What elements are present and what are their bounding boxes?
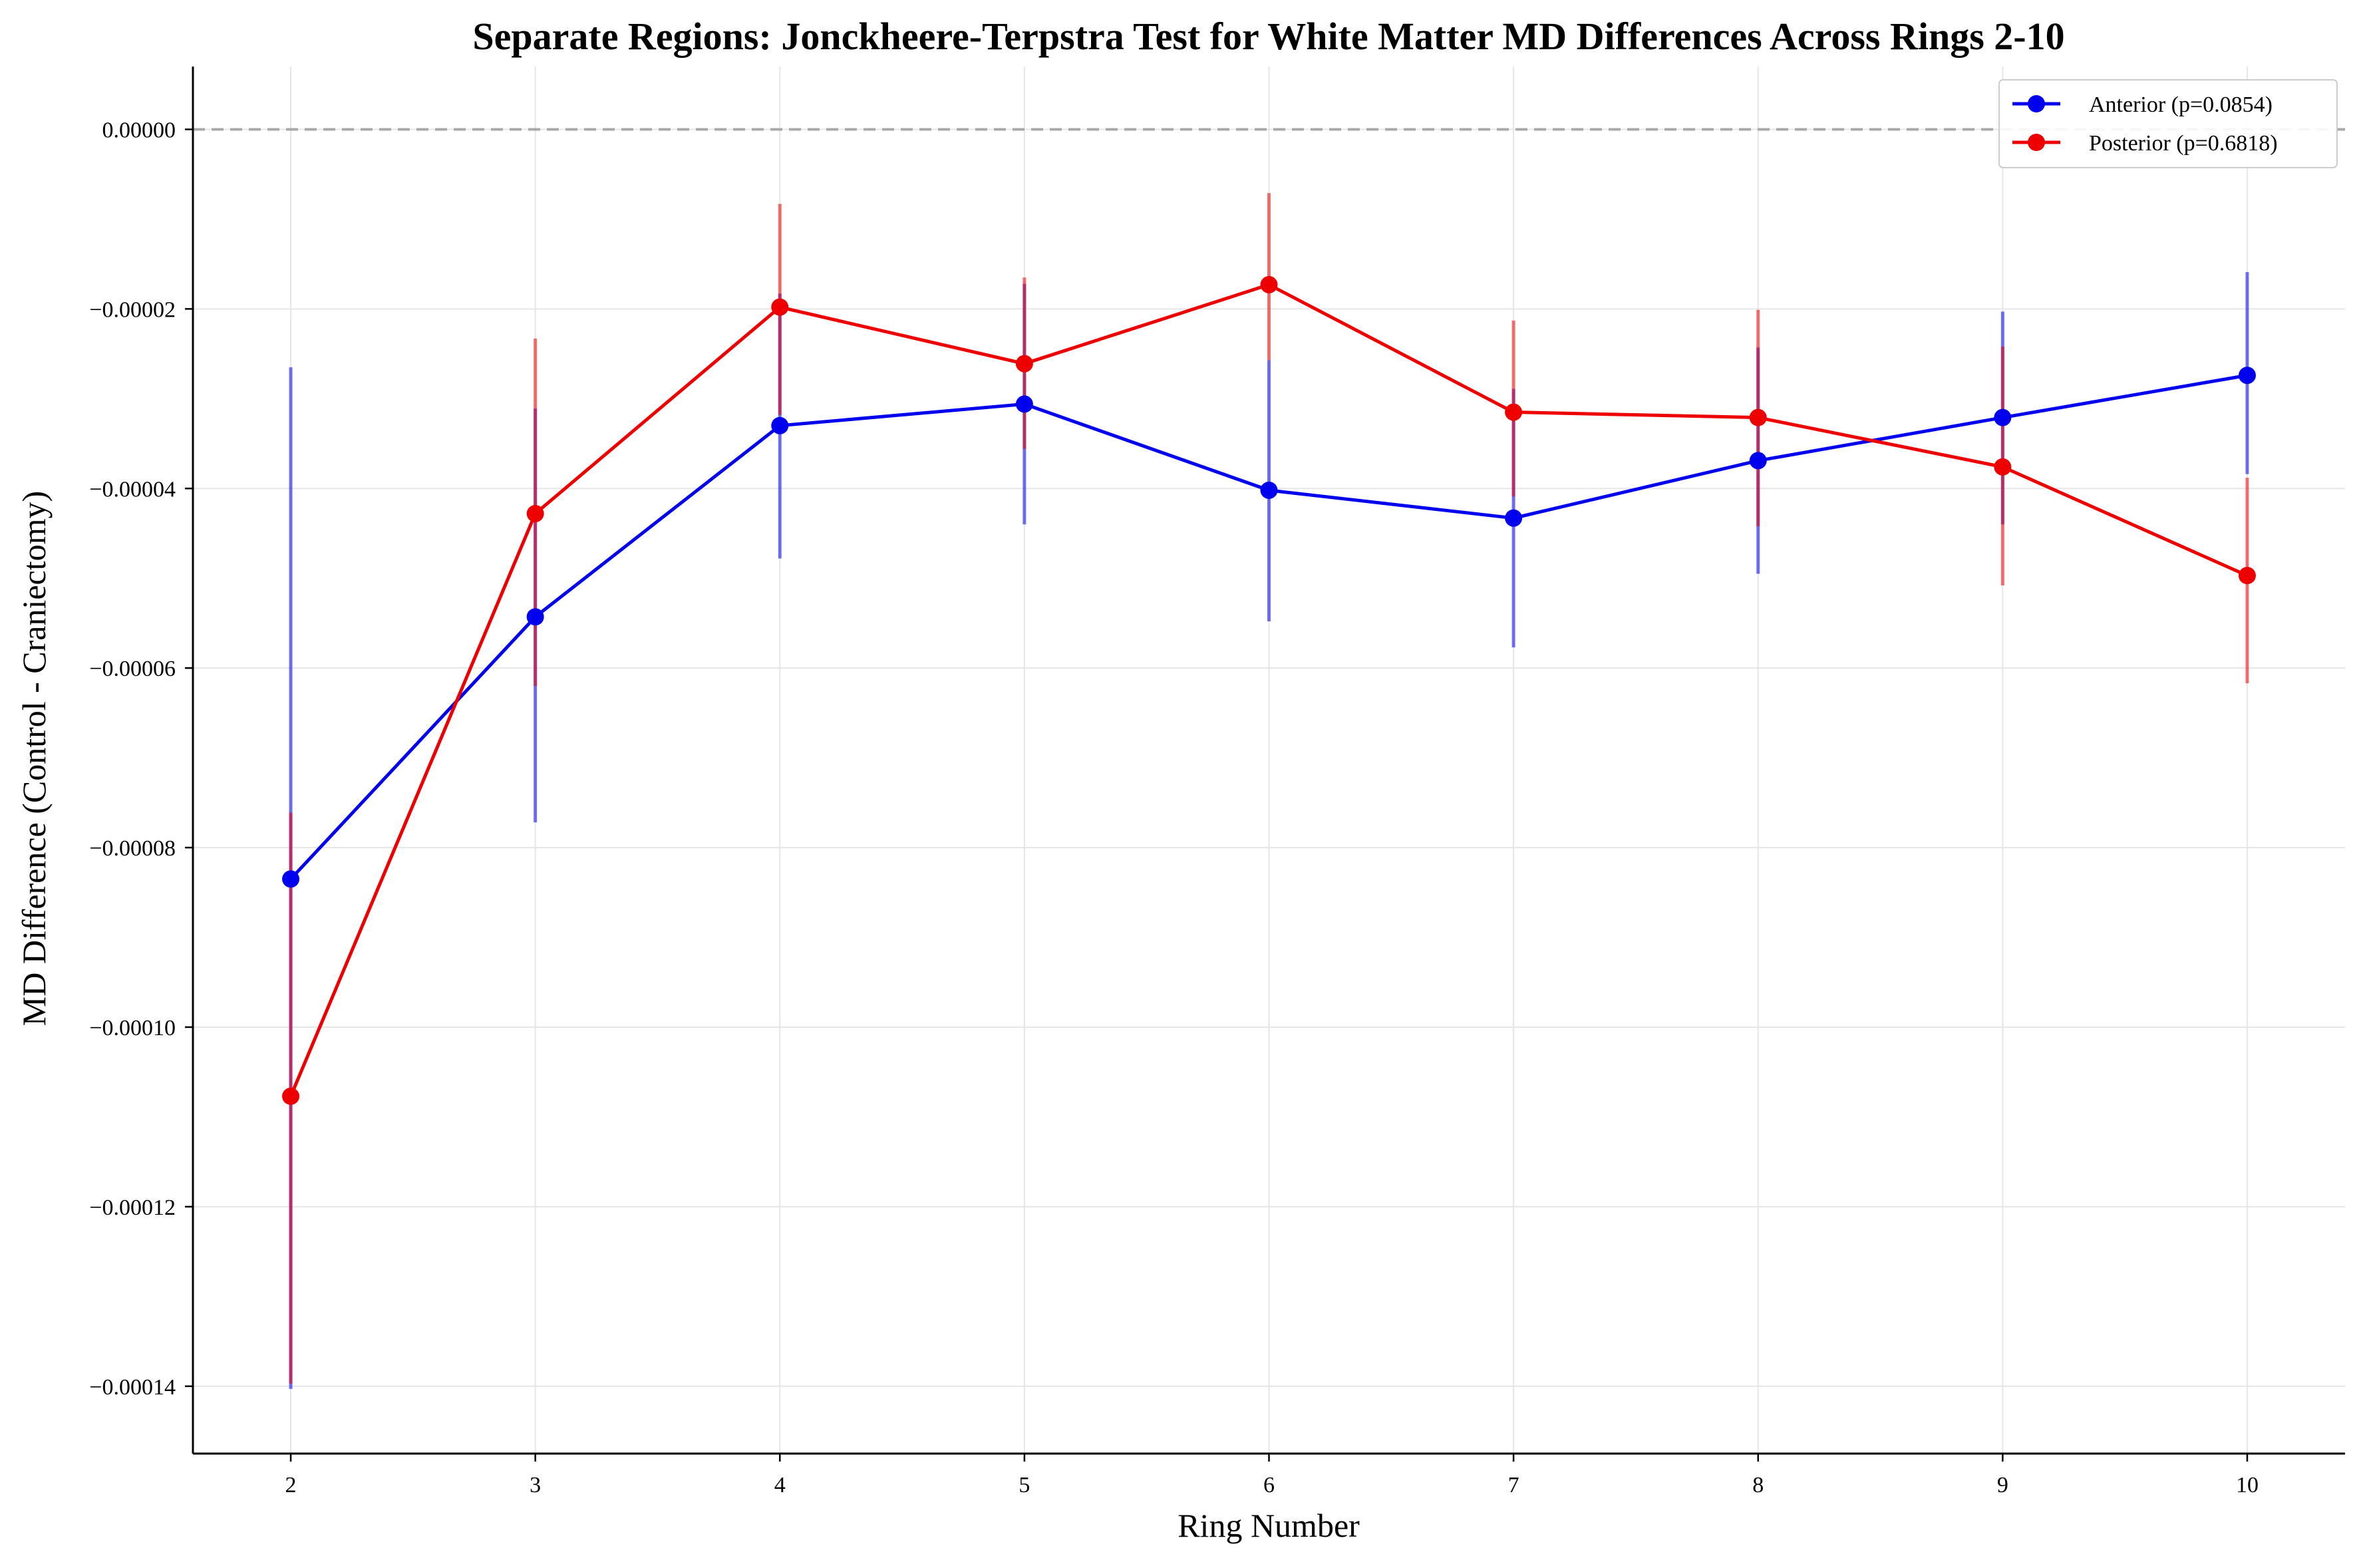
data-point-posterior bbox=[282, 1087, 300, 1105]
data-point-anterior bbox=[1015, 395, 1033, 413]
data-point-anterior bbox=[771, 416, 789, 434]
data-point-layer bbox=[282, 275, 2256, 1105]
data-point-posterior bbox=[2238, 567, 2256, 585]
data-point-anterior bbox=[1505, 509, 1523, 527]
data-point-posterior bbox=[771, 298, 789, 316]
chart-title: Separate Regions: Jonckheere-Terpstra Te… bbox=[472, 15, 2064, 58]
legend-label-posterior: Posterior (p=0.6818) bbox=[2089, 131, 2278, 156]
x-tick-label: 4 bbox=[774, 1473, 786, 1497]
tick-layer: 0.00000 −0.00002 −0.00004 −0.00006 −0.00008 −… bbox=[89, 118, 2259, 1497]
x-tick-label: 5 bbox=[1019, 1473, 1030, 1497]
x-tick-label: 9 bbox=[1997, 1473, 2008, 1497]
y-tick-label: −0.00008 bbox=[89, 836, 176, 861]
x-tick-label: 2 bbox=[285, 1473, 297, 1497]
legend: Anterior (p=0.0854) Posterior (p=0.6818) bbox=[1998, 79, 2338, 168]
legend-box bbox=[1998, 79, 2338, 168]
y-tick-label: −0.00004 bbox=[89, 477, 176, 502]
x-tick-label: 10 bbox=[2236, 1473, 2259, 1497]
data-point-posterior bbox=[1749, 408, 1767, 426]
legend-marker-posterior bbox=[2028, 134, 2045, 151]
y-tick-label: −0.00010 bbox=[89, 1016, 176, 1040]
data-point-posterior bbox=[1015, 355, 1033, 373]
legend-label-anterior: Anterior (p=0.0854) bbox=[2089, 92, 2273, 117]
x-tick-label: 6 bbox=[1263, 1473, 1275, 1497]
data-point-posterior bbox=[1505, 403, 1523, 421]
data-point-posterior bbox=[1994, 458, 2012, 476]
data-point-anterior bbox=[1749, 452, 1767, 470]
y-axis-label: MD Difference (Control - Craniectomy) bbox=[15, 491, 53, 1026]
legend-marker-anterior bbox=[2028, 95, 2045, 112]
data-point-posterior bbox=[526, 505, 544, 523]
data-point-anterior bbox=[282, 870, 300, 888]
y-tick-label: 0.00000 bbox=[102, 118, 176, 142]
x-tick-label: 3 bbox=[530, 1473, 541, 1497]
data-point-anterior bbox=[2238, 367, 2256, 385]
y-tick-label: −0.00012 bbox=[89, 1195, 176, 1220]
data-point-anterior bbox=[1994, 408, 2012, 426]
x-axis-label: Ring Number bbox=[1178, 1507, 1360, 1544]
x-tick-label: 8 bbox=[1752, 1473, 1764, 1497]
x-tick-label: 7 bbox=[1508, 1473, 1519, 1497]
y-tick-label: −0.00002 bbox=[89, 297, 176, 322]
data-point-anterior bbox=[526, 608, 544, 626]
y-tick-label: −0.00006 bbox=[89, 657, 176, 681]
data-point-anterior bbox=[1260, 481, 1278, 499]
data-point-posterior bbox=[1260, 275, 1278, 293]
y-tick-label: −0.00014 bbox=[89, 1375, 176, 1400]
